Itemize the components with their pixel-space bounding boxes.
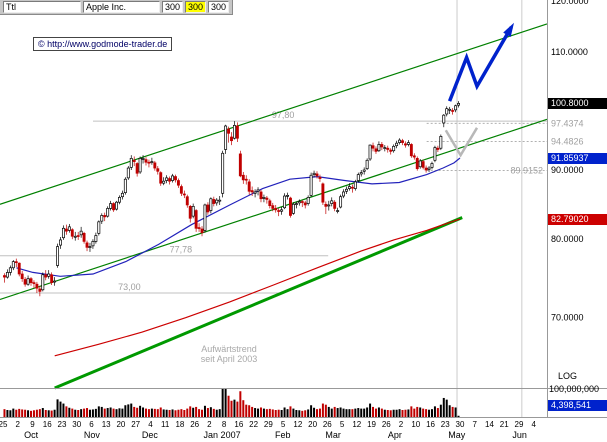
week-label: 23 — [441, 420, 450, 429]
month-label: Nov — [84, 430, 101, 440]
current-volume-marker: 4,398,541 — [548, 400, 607, 411]
week-label: 29 — [264, 420, 273, 429]
week-label: 9 — [30, 420, 35, 429]
retracement-label: 97.4374 — [551, 118, 584, 128]
week-label: 6 — [89, 420, 94, 429]
month-label: Oct — [24, 430, 39, 440]
level-label: 97,80 — [272, 110, 295, 120]
week-label: 27 — [131, 420, 140, 429]
trendline-annotation-line2: seit April 2003 — [200, 354, 258, 364]
level-label: 73,00 — [118, 282, 141, 292]
week-label: 16 — [234, 420, 243, 429]
week-label: 8 — [222, 420, 227, 429]
ma-fast-value-marker: 91.85937 — [548, 152, 607, 164]
month-label: Jan 2007 — [204, 430, 241, 440]
retracement-label: 89.9152 — [510, 166, 543, 176]
week-label: 13 — [102, 420, 111, 429]
price-axis-label: 70.0000 — [551, 313, 584, 323]
week-label: 16 — [426, 420, 435, 429]
week-label: 14 — [485, 420, 494, 429]
week-label: 20 — [116, 420, 125, 429]
week-label: 19 — [367, 420, 376, 429]
gray-projection-zigzag — [444, 127, 479, 158]
month-label: Dec — [142, 430, 159, 440]
week-label: 7 — [473, 420, 478, 429]
level-label: 77,78 — [170, 245, 193, 255]
price-axis-label: 90.0000 — [551, 165, 584, 175]
symbol-field[interactable]: Apple Inc. — [83, 1, 160, 13]
log-scale-label: LOG — [558, 371, 578, 381]
week-label: 20 — [308, 420, 317, 429]
month-label: Jun — [512, 430, 527, 440]
price-axis-label: 80.0000 — [551, 234, 584, 244]
week-label: 2 — [16, 420, 21, 429]
toolbar: Ttl Apple Inc. 300 300 300 — [0, 0, 233, 15]
week-label: 10 — [411, 420, 420, 429]
week-label: 12 — [293, 420, 302, 429]
week-label: 29 — [515, 420, 524, 429]
volume-layer — [3, 389, 460, 417]
forecast-arrowhead — [503, 22, 514, 37]
last-price-marker: 100.8000 — [548, 97, 607, 109]
week-label: 22 — [249, 420, 258, 429]
price-axis-label: 120.0000 — [551, 0, 589, 6]
period-field-3[interactable]: 300 — [208, 1, 229, 13]
candles-layer — [3, 101, 460, 297]
week-label: 12 — [352, 420, 361, 429]
week-label: 16 — [43, 420, 52, 429]
week-label: 26 — [382, 420, 391, 429]
week-label: 2 — [399, 420, 404, 429]
week-label: 5 — [281, 420, 286, 429]
month-label: May — [448, 430, 466, 440]
week-label: 4 — [148, 420, 153, 429]
period-field-2[interactable]: 300 — [185, 1, 206, 13]
month-label: Feb — [275, 430, 291, 440]
forecast-arrow — [447, 26, 513, 102]
major-trendline — [54, 216, 463, 390]
period-field-1[interactable]: 300 — [162, 1, 183, 13]
price-axis-label: 110.0000 — [551, 47, 588, 57]
week-label: 26 — [190, 420, 199, 429]
week-label: 30 — [72, 420, 81, 429]
watermark: © http://www.godmode-trader.de — [33, 37, 173, 51]
week-label: 11 — [161, 420, 170, 429]
trend-channel-line — [0, 23, 548, 205]
week-label: 25 — [0, 420, 8, 429]
volume-scale-label: 100,000,000 — [549, 384, 600, 394]
week-label: 4 — [531, 420, 536, 429]
month-label: Mar — [325, 430, 341, 440]
week-label: 18 — [175, 420, 184, 429]
week-label: 2 — [207, 420, 212, 429]
title-field[interactable]: Ttl — [3, 1, 81, 13]
retracement-label: 94.4826 — [551, 136, 584, 146]
week-label: 5 — [340, 420, 345, 429]
week-label: 23 — [58, 420, 67, 429]
month-label: Apr — [388, 430, 402, 440]
moving-average-slow — [54, 218, 461, 357]
trendline-annotation: Aufwärtstrend seit April 2003 — [173, 344, 285, 364]
week-label: 21 — [500, 420, 509, 429]
week-label: 30 — [456, 420, 465, 429]
ma-slow-value-marker: 82.79020 — [548, 213, 607, 225]
moving-average-fast — [16, 157, 461, 277]
week-label: 26 — [323, 420, 332, 429]
trendline-annotation-line1: Aufwärtstrend — [201, 344, 257, 354]
